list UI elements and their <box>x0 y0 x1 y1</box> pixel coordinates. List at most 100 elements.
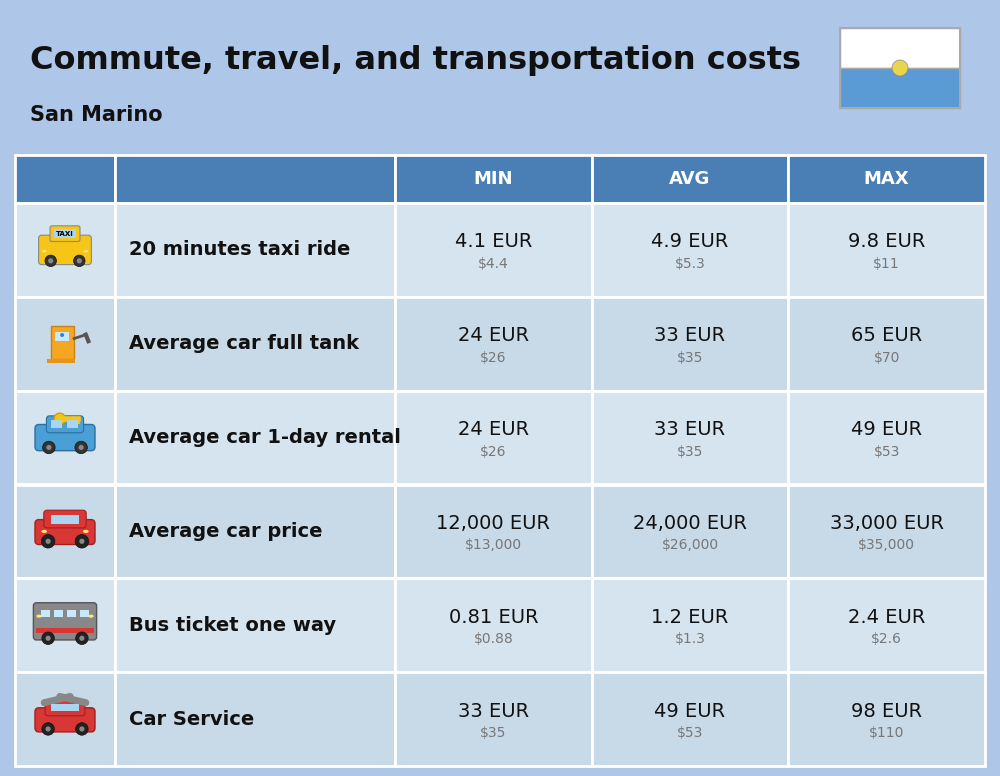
Text: 1.2 EUR: 1.2 EUR <box>651 608 729 627</box>
Circle shape <box>79 445 84 450</box>
Circle shape <box>43 442 55 454</box>
Text: 9.8 EUR: 9.8 EUR <box>848 233 925 251</box>
Circle shape <box>45 726 51 732</box>
Bar <box>54 610 63 617</box>
Text: Bus ticket one way: Bus ticket one way <box>129 615 336 635</box>
Text: Average car full tank: Average car full tank <box>129 334 359 353</box>
Bar <box>395 297 592 390</box>
Bar <box>788 484 985 578</box>
Bar <box>115 155 395 203</box>
Text: $26: $26 <box>480 351 507 365</box>
Text: Commute, travel, and transportation costs: Commute, travel, and transportation cost… <box>30 45 801 76</box>
Text: 24,000 EUR: 24,000 EUR <box>633 514 747 533</box>
Text: MIN: MIN <box>474 170 513 188</box>
Bar <box>15 155 115 203</box>
Text: $26: $26 <box>480 445 507 459</box>
Bar <box>115 484 395 578</box>
Text: $2.6: $2.6 <box>871 632 902 646</box>
Text: Car Service: Car Service <box>129 709 254 729</box>
Bar <box>395 578 592 672</box>
Ellipse shape <box>36 615 42 618</box>
Circle shape <box>45 539 51 544</box>
Bar <box>395 390 592 484</box>
Text: $110: $110 <box>869 726 904 740</box>
Bar <box>788 578 985 672</box>
Bar <box>592 578 788 672</box>
Bar <box>840 28 960 108</box>
Bar <box>47 359 75 363</box>
Text: $70: $70 <box>873 351 900 365</box>
Bar <box>115 297 395 390</box>
Bar <box>15 297 115 390</box>
Bar <box>395 155 592 203</box>
Circle shape <box>75 535 89 548</box>
Circle shape <box>892 60 908 76</box>
Bar <box>395 203 592 297</box>
Circle shape <box>76 722 88 735</box>
Bar <box>788 297 985 390</box>
Text: 12,000 EUR: 12,000 EUR <box>436 514 550 533</box>
Text: 98 EUR: 98 EUR <box>851 702 922 721</box>
Text: 49 EUR: 49 EUR <box>851 420 922 439</box>
Bar <box>15 203 115 297</box>
Text: $1.3: $1.3 <box>675 632 705 646</box>
Bar <box>36 628 94 633</box>
Bar <box>54 229 76 238</box>
Bar <box>15 390 115 484</box>
Text: 20 minutes taxi ride: 20 minutes taxi ride <box>129 241 350 259</box>
Bar <box>592 297 788 390</box>
Circle shape <box>42 632 54 645</box>
Circle shape <box>83 700 89 706</box>
Text: AVG: AVG <box>669 170 711 188</box>
Bar <box>395 672 592 766</box>
Circle shape <box>79 726 84 732</box>
Bar <box>592 155 788 203</box>
Ellipse shape <box>41 530 47 533</box>
Text: 33 EUR: 33 EUR <box>654 420 726 439</box>
Bar <box>788 203 985 297</box>
Bar <box>15 578 115 672</box>
Text: 33,000 EUR: 33,000 EUR <box>830 514 944 533</box>
Circle shape <box>57 693 63 700</box>
Text: TAXI: TAXI <box>56 230 74 237</box>
Bar <box>592 484 788 578</box>
Bar <box>395 484 592 578</box>
Bar <box>67 610 76 617</box>
Bar <box>15 672 115 766</box>
FancyBboxPatch shape <box>44 510 86 528</box>
Circle shape <box>46 445 51 450</box>
Circle shape <box>74 255 85 267</box>
Ellipse shape <box>83 250 88 252</box>
Text: Average car 1-day rental: Average car 1-day rental <box>129 428 401 447</box>
Text: $35,000: $35,000 <box>858 539 915 553</box>
Text: 24 EUR: 24 EUR <box>458 326 529 345</box>
Bar <box>51 326 74 359</box>
Text: 33 EUR: 33 EUR <box>458 702 529 721</box>
Bar <box>51 704 79 712</box>
Bar <box>55 332 69 341</box>
Text: 2.4 EUR: 2.4 EUR <box>848 608 925 627</box>
Circle shape <box>48 258 53 263</box>
FancyBboxPatch shape <box>35 424 95 451</box>
Text: 49 EUR: 49 EUR <box>654 702 726 721</box>
Circle shape <box>76 632 88 645</box>
Circle shape <box>45 255 56 267</box>
Bar <box>592 390 788 484</box>
Bar <box>788 390 985 484</box>
FancyBboxPatch shape <box>33 603 97 640</box>
Bar <box>840 28 960 68</box>
Circle shape <box>79 539 84 544</box>
Bar <box>51 420 62 428</box>
Text: $35: $35 <box>480 726 507 740</box>
Text: $53: $53 <box>677 726 703 740</box>
Bar <box>115 578 395 672</box>
FancyBboxPatch shape <box>35 708 95 732</box>
Text: $35: $35 <box>677 351 703 365</box>
Bar <box>115 672 395 766</box>
Circle shape <box>67 693 73 700</box>
Text: MAX: MAX <box>864 170 909 188</box>
FancyBboxPatch shape <box>45 700 85 715</box>
Bar <box>51 514 79 524</box>
Text: 65 EUR: 65 EUR <box>851 326 922 345</box>
Text: 24 EUR: 24 EUR <box>458 420 529 439</box>
